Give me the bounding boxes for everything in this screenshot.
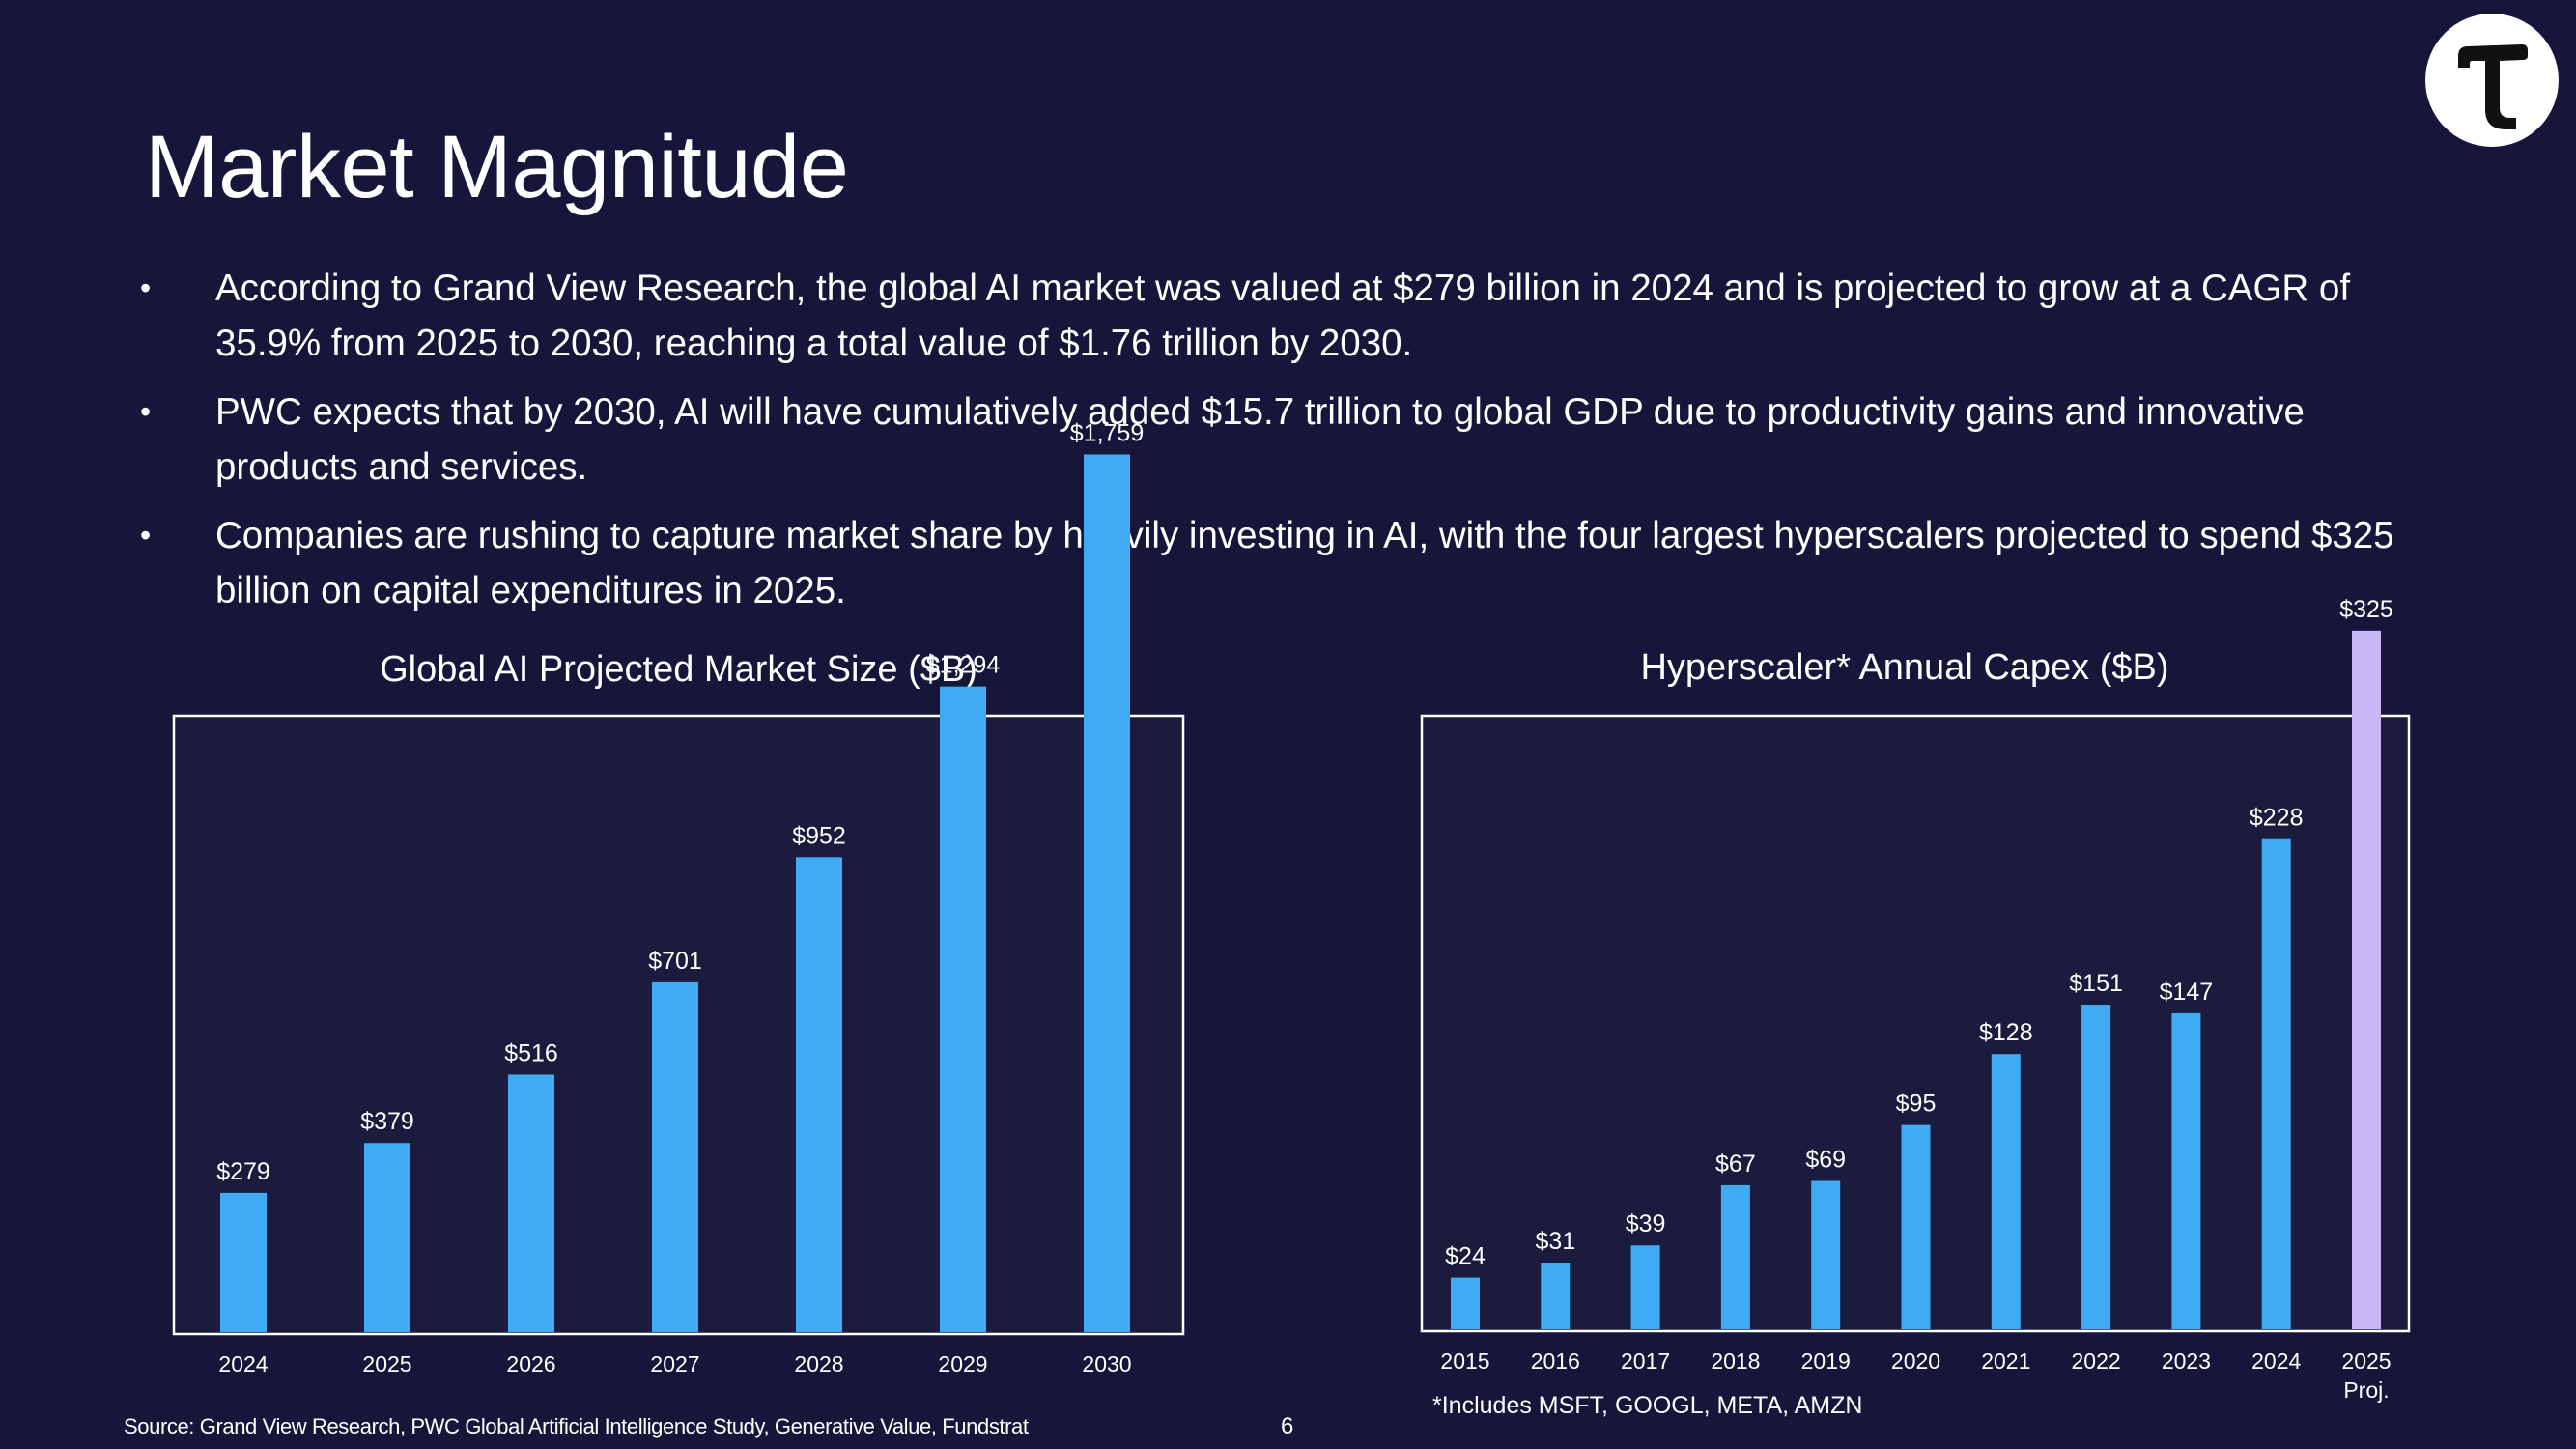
bar (1720, 1184, 1750, 1329)
bar (652, 981, 698, 1332)
data-label: $128 (1979, 1019, 2033, 1046)
bullet-text: PWC expects that by 2030, AI will have c… (215, 391, 2305, 488)
tick-label: 2028 (794, 1351, 843, 1377)
chart-title-capex: Hyperscaler* Annual Capex ($B) (1640, 647, 2169, 688)
bar (1541, 1263, 1571, 1329)
bullet-marker: • (140, 518, 152, 553)
bar (1991, 1054, 2021, 1329)
page-number: 6 (1281, 1413, 1294, 1439)
bar (1084, 454, 1130, 1332)
tick-label: 2029 (938, 1351, 987, 1377)
data-label: $1,294 (926, 652, 1001, 679)
data-label: $147 (2160, 979, 2214, 1006)
tick-label: 2021 (1981, 1349, 2030, 1374)
tick-label: Proj. (2343, 1378, 2389, 1403)
bar (2081, 1005, 2111, 1329)
t-letter-shape (2458, 44, 2528, 129)
data-label: $69 (1805, 1146, 1846, 1173)
data-label: $379 (360, 1108, 414, 1135)
t-letter-logo-icon (2425, 14, 2559, 147)
bar (1630, 1245, 1660, 1329)
bullet-list: • According to Grand View Research, the … (140, 261, 2420, 632)
bullet-item: • Companies are rushing to capture marke… (140, 508, 2420, 618)
data-label: $701 (648, 948, 702, 975)
data-label: $1,759 (1070, 419, 1144, 446)
tick-label: 2020 (1891, 1349, 1940, 1374)
data-label: $516 (504, 1039, 558, 1066)
footnote: *Includes MSFT, GOOGL, META, AMZN (1432, 1392, 1863, 1419)
tick-label: 2023 (2162, 1349, 2211, 1374)
tick-label: 2025 (362, 1351, 411, 1377)
tick-label: 2024 (218, 1351, 268, 1377)
bullet-marker: • (140, 270, 152, 305)
chart-title-market-size: Global AI Projected Market Size ($B) (380, 649, 977, 690)
bar (508, 1074, 554, 1332)
tick-label: 2024 (2251, 1349, 2301, 1374)
bullet-marker: • (140, 394, 152, 429)
tick-label: 2027 (650, 1351, 699, 1377)
tick-label: 2018 (1711, 1349, 1760, 1374)
tick-label: 2017 (1621, 1349, 1670, 1374)
bar (220, 1192, 267, 1332)
source-note: Source: Grand View Research, PWC Global … (124, 1414, 1029, 1438)
tick-label: 2026 (506, 1351, 555, 1377)
bullet-item: • PWC expects that by 2030, AI will have… (140, 384, 2420, 495)
bar (2171, 1012, 2201, 1329)
tick-label: 2015 (1440, 1349, 1489, 1374)
bar (1811, 1180, 1841, 1329)
data-label: $24 (1445, 1243, 1486, 1270)
data-label: $31 (1535, 1228, 1575, 1255)
data-label: $95 (1896, 1091, 1937, 1118)
bar (940, 686, 986, 1332)
tick-label: 2030 (1082, 1351, 1131, 1377)
data-label: $67 (1715, 1151, 1756, 1178)
bullet-text: Companies are rushing to capture market … (215, 515, 2394, 611)
bar (796, 857, 842, 1332)
tick-label: 2019 (1801, 1349, 1851, 1374)
tick-label: 2022 (2072, 1349, 2121, 1374)
data-label: $952 (792, 822, 846, 849)
bullet-item: • According to Grand View Research, the … (140, 261, 2420, 371)
tick-label: 2016 (1531, 1349, 1580, 1374)
tick-label: 2025 (2341, 1349, 2391, 1374)
bar (364, 1143, 410, 1332)
bar (1901, 1124, 1931, 1329)
data-label: $279 (216, 1158, 270, 1185)
bullet-text: According to Grand View Research, the gl… (215, 268, 2351, 364)
bar (2261, 838, 2291, 1329)
logo-glyph (2458, 44, 2528, 129)
bar (2352, 630, 2381, 1329)
data-label: $228 (2250, 805, 2304, 832)
bar (1451, 1277, 1480, 1329)
data-label: $151 (2069, 970, 2123, 997)
data-label: $39 (1626, 1210, 1666, 1237)
page-title: Market Magnitude (145, 118, 849, 216)
data-label: $325 (2339, 596, 2393, 623)
